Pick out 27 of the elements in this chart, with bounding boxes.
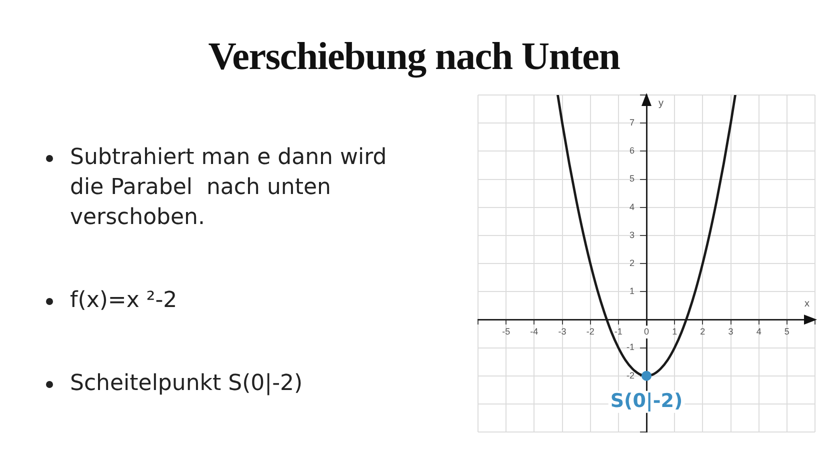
text: Scheitelpunkt S(0|-2) bbox=[70, 371, 303, 396]
x-tick-label: -2 bbox=[586, 326, 594, 337]
x-tick-label: -5 bbox=[502, 326, 510, 337]
text: Subtrahiert man e dann wird die Parabel nach unten verschoben. bbox=[70, 145, 388, 230]
x-tick-label: 5 bbox=[784, 326, 790, 337]
x-tick-label: 1 bbox=[672, 326, 678, 337]
annotation: S(0|-2) bbox=[610, 390, 683, 412]
y-axis-title: y bbox=[658, 98, 664, 109]
y-tick-label: -1 bbox=[626, 342, 634, 352]
y-tick-label: 6 bbox=[629, 146, 634, 156]
y-tick-label: 2 bbox=[629, 258, 634, 268]
chart-title: Verschiebung nach Unten bbox=[207, 34, 621, 80]
y-tick-label: 5 bbox=[629, 174, 634, 184]
x-tick-label: -4 bbox=[530, 326, 538, 337]
x-tick-label: 2 bbox=[700, 326, 706, 337]
y-tick-label: 1 bbox=[629, 286, 634, 296]
x-tick-label: -1 bbox=[614, 326, 622, 337]
y-tick-label: 4 bbox=[629, 202, 634, 212]
x-tick-label: 4 bbox=[756, 326, 762, 337]
x-tick-label: 3 bbox=[728, 326, 734, 337]
y-tick-label: 3 bbox=[629, 230, 634, 240]
text: f(x)=x ²-2 bbox=[70, 288, 178, 313]
y-tick-label: -2 bbox=[626, 370, 634, 380]
x-axis-title: x bbox=[804, 298, 810, 310]
x-tick-label: 0 bbox=[644, 326, 650, 337]
y-tick-label: 7 bbox=[629, 118, 634, 128]
x-tick-label: -3 bbox=[558, 326, 566, 337]
